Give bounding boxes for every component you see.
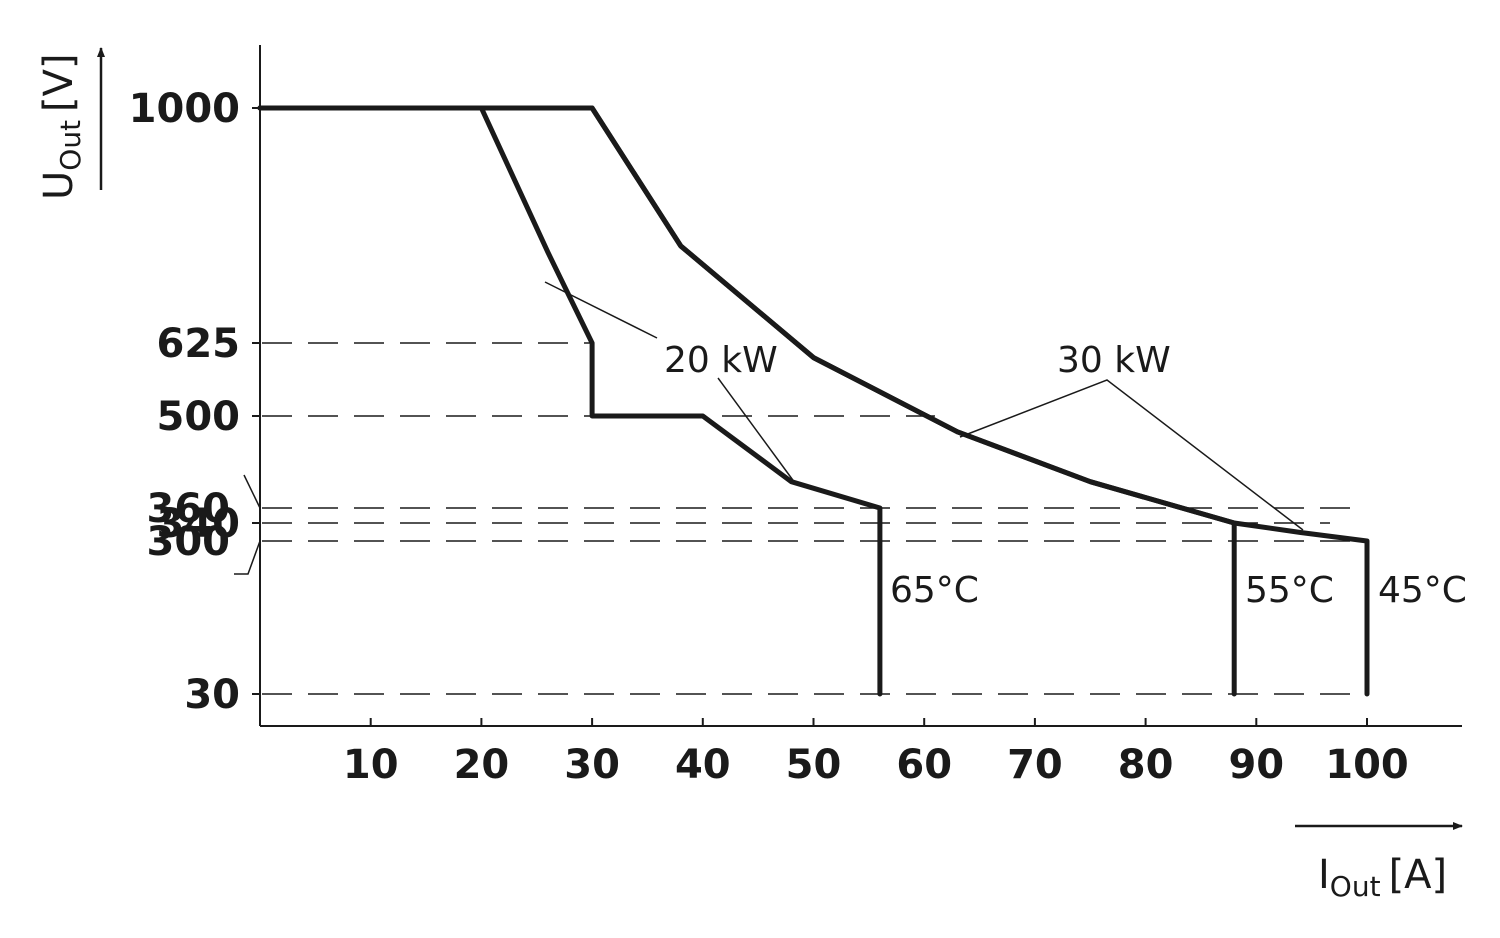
series-line-0 [257,105,883,697]
x-tick-label: 60 [896,742,952,788]
x-tick-label: 90 [1228,742,1284,788]
leader-300 [234,540,261,575]
x-axis-label: IOut [A] [1318,852,1447,903]
x-tick-label: 20 [454,742,510,788]
series-line-2 [257,105,1370,697]
y-tick-label: 1000 [129,86,240,132]
annotation-20kw: 20 kW [664,340,778,381]
x-ticks: 10 20 30 40 50 60 70 80 90 100 [343,718,1409,788]
leader-30kw [959,379,1304,531]
x-tick-label: 40 [675,742,731,788]
y-axis-label-unit: [V] [36,53,82,112]
y-tick-label: 360 [147,486,231,532]
annotation-45c: 45°C [1378,570,1467,611]
derating-curves [257,105,1370,697]
annotation-65c: 65°C [890,570,979,611]
x-tick-label: 30 [564,742,620,788]
annotation-30kw: 30 kW [1057,340,1171,381]
y-axis-label-sub: Out [54,120,87,171]
leader-360 [243,474,261,509]
x-axis-label-sub: Out [1330,870,1381,903]
y-tick-label: 625 [157,321,241,367]
x-tick-label: 100 [1325,742,1409,788]
y-axis-label-main: U [36,171,82,200]
x-tick-label: 80 [1118,742,1174,788]
y-tick-label: 500 [157,394,241,440]
annotation-55c: 55°C [1245,570,1334,611]
y-axis-label: UOut [V] [36,53,87,200]
y-tick-label: 300 [147,519,231,565]
y-tick-label: 30 [184,672,240,718]
y-tick-label: 340 [157,501,241,547]
annotation-leader-lines [234,281,1304,575]
axes [259,45,1462,727]
leader-20kw-b [717,377,796,484]
leader-20kw-a [544,281,658,339]
reference-dash-lines [262,342,1368,695]
series-line-1 [257,105,1237,697]
x-tick-label: 10 [343,742,399,788]
x-tick-label: 50 [786,742,842,788]
x-axis-label-main: I [1318,852,1330,898]
x-tick-label: 70 [1007,742,1063,788]
x-axis-label-unit: [A] [1389,852,1448,898]
